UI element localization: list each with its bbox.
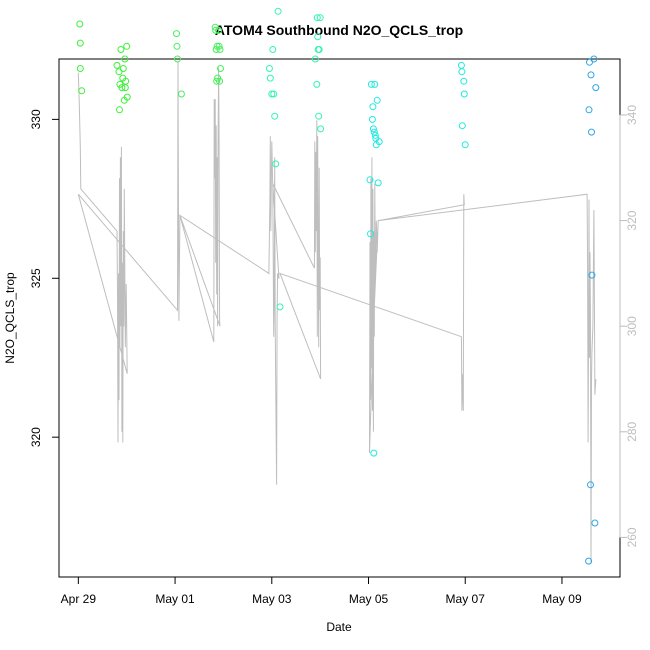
y2-tick-label: 340 [625, 105, 639, 125]
data-point [123, 93, 131, 101]
data-point [115, 68, 123, 76]
data-point [272, 160, 280, 168]
data-point [274, 7, 282, 15]
data-point [375, 138, 383, 146]
data-point [213, 77, 221, 85]
data-point [118, 84, 126, 92]
secondary-trace-line [77, 62, 597, 564]
data-point [270, 90, 278, 98]
y2-tick-label: 280 [625, 421, 639, 441]
y2-tick-label: 300 [625, 316, 639, 336]
data-point [173, 30, 180, 38]
data-point [119, 65, 127, 72]
data-point [122, 77, 130, 85]
data-point [116, 106, 123, 114]
data-point [371, 80, 379, 88]
data-point [590, 55, 598, 63]
y-tick-label: 330 [29, 109, 43, 129]
data-point [366, 176, 374, 184]
data-point [314, 33, 322, 41]
data-point [216, 46, 224, 53]
data-point [587, 481, 594, 489]
data-point [585, 106, 593, 114]
data-point [368, 115, 376, 123]
data-point [266, 74, 274, 82]
data-point [315, 112, 323, 120]
data-point [76, 65, 84, 72]
data-point [212, 26, 220, 34]
data-point [373, 96, 381, 104]
y2-tick-label: 320 [625, 210, 639, 230]
data-point [265, 65, 273, 72]
y-axis: 320 325 330 [29, 109, 60, 447]
data-point [78, 87, 86, 95]
data-point [313, 80, 321, 88]
y2-tick-label: 260 [625, 527, 639, 547]
x-tick-label: May 07 [446, 592, 486, 606]
x-axis-label: Date [326, 620, 352, 634]
data-point [313, 14, 321, 22]
data-point [367, 230, 374, 238]
data-point [585, 557, 593, 565]
data-point [174, 55, 181, 63]
x-tick-label: Apr 29 [61, 592, 97, 606]
data-point [460, 77, 468, 85]
data-point [317, 125, 325, 133]
data-point [76, 20, 84, 28]
data-point [216, 77, 224, 85]
data-point [276, 303, 284, 311]
data-point [588, 128, 595, 136]
data-point [371, 131, 379, 139]
data-point [173, 42, 181, 50]
data-point [458, 122, 466, 130]
trace-layer [77, 62, 597, 564]
y-tick-label: 325 [29, 268, 43, 288]
data-point [460, 90, 468, 98]
x-tick-label: May 03 [252, 592, 292, 606]
data-point [121, 55, 129, 63]
x-tick-label: May 01 [155, 592, 195, 606]
data-point [271, 112, 279, 120]
data-point [369, 125, 377, 133]
data-point [458, 68, 466, 76]
data-point [588, 271, 596, 279]
y-tick-label: 320 [29, 427, 43, 447]
data-point [269, 46, 277, 53]
data-point [591, 519, 599, 527]
x-axis: Apr 29 May 01 May 03 May 05 May 07 May 09 [61, 576, 582, 606]
data-point [117, 46, 125, 53]
x-tick-label: May 09 [542, 592, 582, 606]
data-point [592, 84, 600, 92]
data-point [177, 90, 185, 98]
chart-title: ATOM4 Southbound N2O_QCLS_trop [215, 22, 463, 38]
data-point [311, 55, 319, 63]
data-point [370, 128, 378, 136]
data-point [587, 71, 595, 79]
data-point [113, 61, 121, 69]
data-point [215, 42, 223, 50]
x-tick-label: May 05 [349, 592, 389, 606]
data-point [316, 14, 324, 22]
data-point [76, 39, 84, 47]
data-point [461, 141, 469, 149]
data-point [367, 80, 375, 88]
y-axis-label: N2O_QCLS_trop [3, 272, 17, 364]
plot-frame [58, 58, 621, 578]
data-point [315, 46, 323, 53]
data-point [370, 449, 378, 457]
data-point [123, 42, 131, 50]
data-point [268, 90, 276, 98]
data-point [369, 103, 377, 111]
y2-axis: 260 280 300 320 340 [619, 105, 639, 547]
data-point [457, 61, 465, 69]
data-point [215, 26, 223, 34]
points-layer [76, 7, 600, 565]
data-point [217, 65, 224, 72]
data-point [374, 179, 382, 187]
